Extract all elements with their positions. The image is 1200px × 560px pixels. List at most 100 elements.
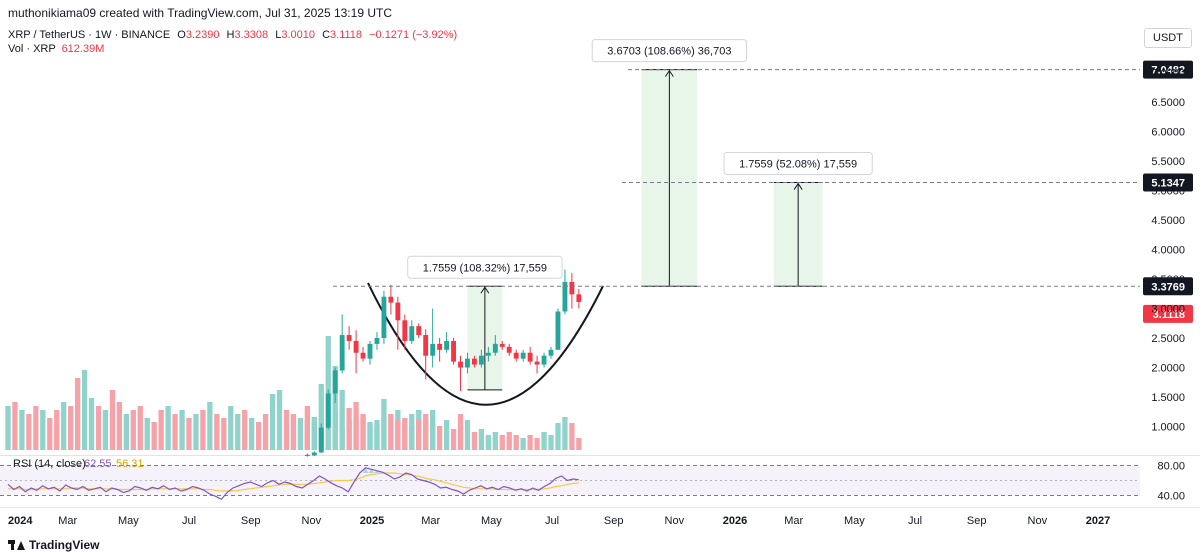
volume-bar xyxy=(318,384,324,450)
volume-bar xyxy=(416,420,422,450)
price-line-label-box xyxy=(1143,277,1193,296)
candle-body xyxy=(520,352,526,359)
currency-button[interactable]: USDT xyxy=(1144,28,1192,48)
volume-bar xyxy=(116,402,123,450)
volume-bar xyxy=(249,418,255,450)
x-tick-label: Nov xyxy=(665,515,685,527)
candle-body xyxy=(332,370,338,394)
volume-bar xyxy=(26,414,32,450)
volume-bar xyxy=(158,410,164,450)
volume-bar xyxy=(499,435,505,450)
candle-body xyxy=(492,343,498,353)
candle-body xyxy=(318,427,324,453)
x-tick-label: Sep xyxy=(241,515,261,527)
x-tick-label: May xyxy=(118,515,139,527)
volume-bar xyxy=(81,370,88,450)
volume-bar xyxy=(311,417,317,450)
candle-body xyxy=(471,358,477,365)
measure-tools[interactable]: 1.7559 (108.32%) 17,559 3.6703 (108.66%) … xyxy=(407,39,873,391)
price-axis[interactable]: 1.0000 1.5000 2.0000 2.5000 3.0000 3.5000 4.00… xyxy=(1151,68,1185,434)
low-value: 3.0010 xyxy=(281,29,315,41)
candle-body xyxy=(430,343,436,356)
rsi-level-label: 80.00 xyxy=(1157,461,1185,473)
candle-body xyxy=(374,338,380,344)
tradingview-logo[interactable]: TradingView xyxy=(8,538,99,552)
volume-bar xyxy=(513,435,519,450)
candle-body xyxy=(527,352,533,362)
volume-bar xyxy=(5,406,11,450)
last-price-box xyxy=(1143,304,1193,323)
price-line-label: 5.1347 xyxy=(1151,178,1185,190)
volume-bar xyxy=(193,414,199,450)
volume-bar xyxy=(339,390,345,450)
candle-body xyxy=(562,281,568,312)
volume-bar xyxy=(207,402,213,450)
candle-body xyxy=(423,335,429,356)
candle-body xyxy=(325,393,331,428)
volume-bar xyxy=(395,420,401,450)
volume-bar xyxy=(144,418,150,450)
volume-bar xyxy=(95,406,102,450)
volume-bar xyxy=(54,410,60,450)
rsi-label: RSI (14, close) xyxy=(13,458,86,470)
last-price-label: 3.1118 xyxy=(1153,309,1185,321)
price-lines[interactable]: 7.0482 5.1347 3.3769 3.1118 xyxy=(333,60,1193,323)
open-value: 3.2390 xyxy=(185,29,220,41)
volume-bar xyxy=(68,406,74,450)
x-tick-label: May xyxy=(844,515,865,527)
y-tick-label: 4.5000 xyxy=(1151,215,1185,227)
measure-label-box xyxy=(591,39,748,63)
volume-bar xyxy=(381,399,387,450)
volume-legend: Vol · XRP 612.39M xyxy=(8,43,104,55)
x-tick-label: Jul xyxy=(182,515,196,527)
volume-bar xyxy=(40,410,46,450)
volume-bar xyxy=(214,414,220,450)
x-tick-label: 2027 xyxy=(1086,515,1110,527)
volume-bar xyxy=(123,414,129,450)
candle-body xyxy=(304,454,310,456)
cup-curve[interactable] xyxy=(367,282,604,406)
candle-body xyxy=(465,358,470,368)
close-label: C xyxy=(322,29,331,41)
volume-bar xyxy=(423,414,429,450)
symbol-label[interactable]: XRP / TetherUS · 1W · BINANCE xyxy=(8,29,171,41)
volume-bar xyxy=(130,410,136,450)
candle-body xyxy=(416,326,422,336)
open-label: O xyxy=(177,29,186,41)
y-tick-label: 4.0000 xyxy=(1151,245,1185,257)
change-value: −0.1271 (−3.92%) xyxy=(369,29,458,41)
volume-bar xyxy=(450,429,457,450)
volume-bar xyxy=(262,414,269,450)
candle-body xyxy=(395,302,401,321)
volume-bar xyxy=(555,423,561,450)
rsi-value: 62.55 xyxy=(84,458,112,470)
y-tick-label: 5.0000 xyxy=(1151,186,1185,198)
time-axis[interactable]: 2024 Mar May Jul Sep Nov 2025 Mar May Jul Sep Nov 20… xyxy=(8,515,1110,527)
volume-bar xyxy=(47,418,53,450)
volume-bar xyxy=(534,438,540,450)
volume-bar xyxy=(74,378,81,450)
grid xyxy=(0,455,1200,508)
volume-bar xyxy=(255,422,262,450)
volume-bar xyxy=(137,406,143,450)
y-tick-label: 3.0000 xyxy=(1151,304,1185,316)
volume-bar xyxy=(332,366,338,450)
measure-arrowhead xyxy=(480,286,490,294)
measure-arrowhead xyxy=(793,182,803,190)
candle-body xyxy=(402,320,408,341)
volume-bar xyxy=(283,410,290,450)
volume-bar xyxy=(506,432,512,450)
measure-label-box xyxy=(723,152,873,176)
candle-body xyxy=(360,352,366,359)
volume-bar xyxy=(102,410,109,450)
close-value: 3.1118 xyxy=(330,29,363,41)
volume-bar xyxy=(151,422,157,450)
candle-body xyxy=(478,355,484,365)
candle-body xyxy=(576,294,582,303)
volume-bar xyxy=(88,398,95,450)
price-line-label: 7.0482 xyxy=(1151,65,1185,77)
volume-bar xyxy=(200,410,206,450)
volume-bar xyxy=(457,414,464,450)
volume-label[interactable]: Vol · XRP xyxy=(8,43,56,55)
